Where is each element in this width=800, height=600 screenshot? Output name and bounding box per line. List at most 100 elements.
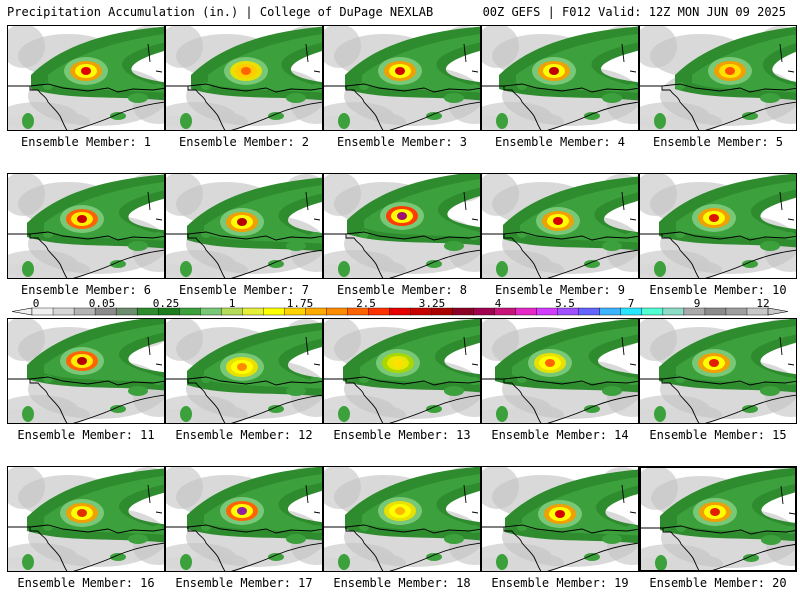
precip-cell [128,534,148,544]
precip-cell [110,553,126,561]
ensemble-member-label: Ensemble Member: 7 [178,283,310,297]
precip-cell [496,406,508,422]
boundary-line [324,378,384,423]
boundary-line [305,43,309,63]
boundary-lines [640,43,796,130]
boundary-line [29,376,164,386]
precip-cell [43,82,53,90]
precip-cell [675,82,685,90]
scale-swatch [178,307,201,316]
precip-field [640,26,796,130]
precip-cell [201,230,211,238]
precip-map [166,467,322,571]
ensemble-member-label: Ensemble Member: 1 [20,135,152,149]
precip-map [8,467,164,571]
boundary-lines [324,336,480,423]
boundary-line [482,85,542,130]
boundary-line [547,394,638,423]
ensemble-member-panel[interactable] [481,25,639,131]
precip-cell [128,241,148,251]
precip-cell [760,386,780,396]
precip-cell [444,386,464,396]
ensemble-member-panel[interactable] [165,466,323,572]
precip-cell [426,260,442,268]
scale-swatch [263,307,285,316]
scale-tick-label: 7 [627,297,635,310]
ensemble-member-panel[interactable] [7,466,165,572]
ensemble-member-panel[interactable] [165,173,323,279]
ensemble-member-panel[interactable] [7,318,165,424]
boundary-line [705,249,796,278]
ensemble-member-panel[interactable] [481,466,639,572]
precip-cell [43,230,53,238]
precip-cell [468,84,480,92]
boundary-line [73,101,164,130]
precip-core [725,67,735,75]
ensemble-member-panel[interactable] [481,173,639,279]
boundary-line [780,485,784,505]
ensemble-member-label: Ensemble Member: 17 [175,576,313,590]
precip-map [482,319,638,423]
scale-tick-label: 0.05 [88,297,116,310]
ensemble-member-panel[interactable] [639,318,797,424]
ensemble-member-panel[interactable] [165,25,323,131]
ensemble-member-panel[interactable] [481,318,639,424]
precip-map [641,468,795,570]
precip-cell [286,534,306,544]
scale-swatch [242,307,264,316]
precip-map [482,467,638,571]
scale-max-arrow [767,307,789,316]
precip-field [641,468,795,570]
boundary-lines [166,484,322,571]
boundary-line [547,249,638,278]
scale-tick-label: 9 [693,297,701,310]
boundary-lines [482,484,638,571]
precip-cell [761,535,781,545]
precip-field [8,319,164,423]
ensemble-member-panel[interactable] [639,466,797,572]
boundary-line [313,511,321,514]
precip-cell [22,113,34,129]
precip-cell [444,241,464,251]
precip-cell [654,406,666,422]
precip-cell [742,405,758,413]
boundary-line [482,233,542,278]
boundary-line [147,43,151,63]
boundary-line [705,101,796,130]
precip-cell [180,261,192,277]
precip-cell [602,241,622,251]
boundary-line [463,43,467,63]
ensemble-member-panel[interactable] [639,173,797,279]
ensemble-member-panel[interactable] [323,318,481,424]
scale-swatch [326,307,349,316]
precip-field [8,174,164,278]
ensemble-member-panel[interactable] [639,25,797,131]
map-title: Precipitation Accumulation (in.) | Colle… [7,5,434,19]
precip-cell [654,261,666,277]
model-run-info: 00Z GEFS | F012 Valid: 12Z MON JUN 09 20… [482,5,786,19]
precip-cell [268,553,284,561]
boundary-lines [8,484,164,571]
boundary-line [345,376,480,386]
boundary-line [471,70,479,73]
ensemble-member-panel[interactable] [7,25,165,131]
ensemble-member-panel[interactable] [323,173,481,279]
boundary-lines [166,336,322,423]
precip-cell [517,375,527,383]
precip-cell [128,93,148,103]
precip-cell [468,525,480,533]
precip-cell [22,554,34,570]
boundary-line [305,484,309,504]
boundary-lines [640,191,796,278]
ensemble-member-panel[interactable] [323,466,481,572]
precip-cell [359,230,369,238]
boundary-line [482,378,542,423]
precip-cell [584,260,600,268]
precip-cell [43,375,53,383]
ensemble-member-panel[interactable] [165,318,323,424]
scale-tick-label: 3.25 [418,297,446,310]
boundary-line [641,527,700,570]
boundary-line [779,43,783,63]
ensemble-member-panel[interactable] [7,173,165,279]
ensemble-member-panel[interactable] [323,25,481,131]
